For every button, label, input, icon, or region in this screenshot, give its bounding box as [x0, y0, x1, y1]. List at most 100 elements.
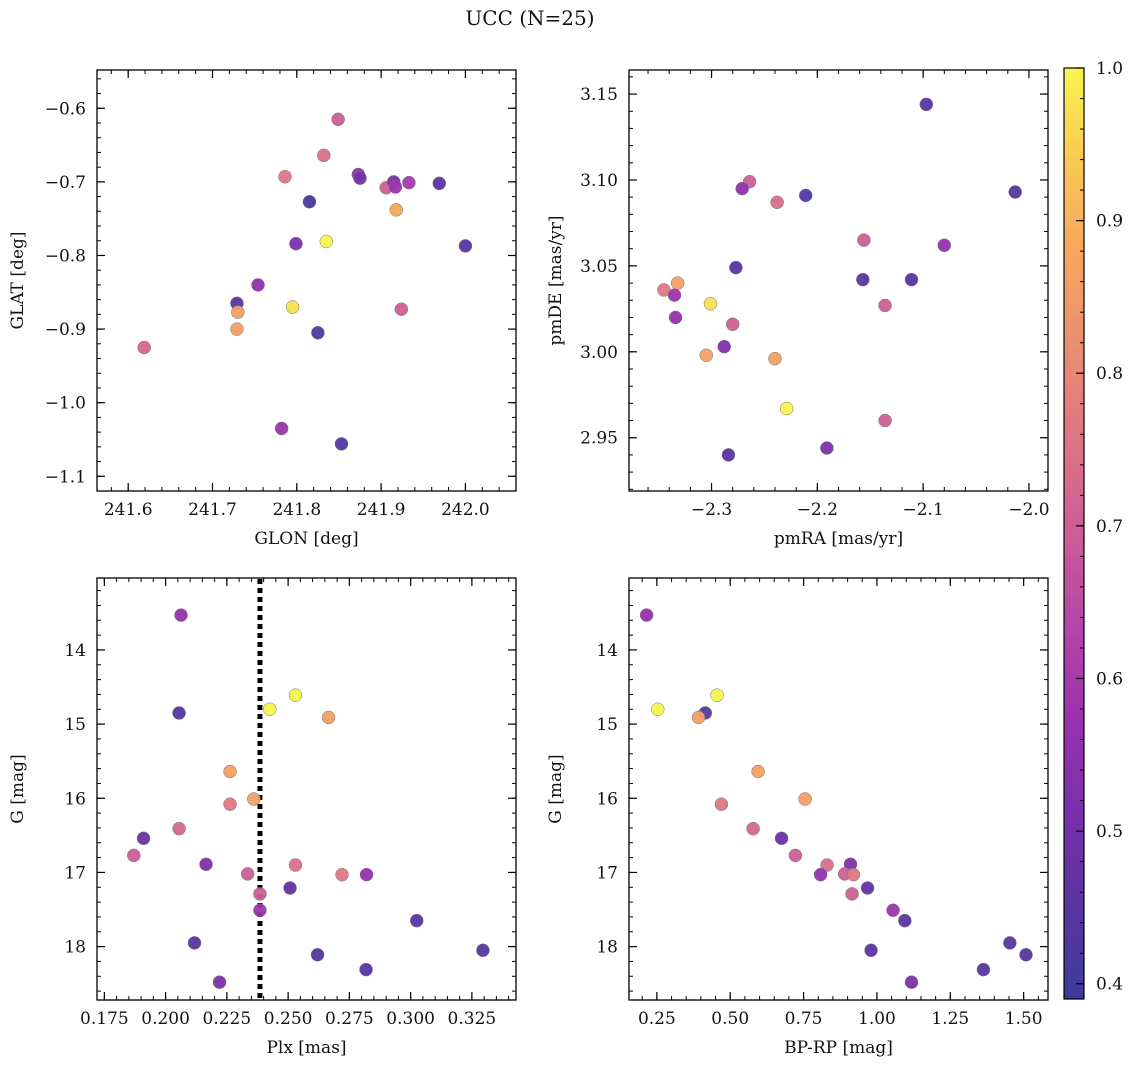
scatter-point	[262, 702, 277, 717]
colorbar-tick-label: 0.5	[1096, 822, 1123, 842]
y-tick-label: −1.0	[45, 394, 86, 414]
scatter-point	[187, 936, 202, 950]
y-tick-label: 14	[596, 641, 618, 661]
scatter-point	[240, 867, 255, 881]
cmd-panel: 0.25 0.50 0.75 1.00 1.25 1.50 14 15 16 17 18 BP-RP …	[546, 577, 1049, 1058]
scatter-point	[820, 441, 834, 455]
colorbar-tick-label: 1.0	[1096, 59, 1123, 79]
scatter-point	[976, 962, 991, 977]
colorbar-tick-label: 0.6	[1096, 669, 1123, 689]
x-tick-label: 0.200	[141, 1009, 190, 1029]
scatter-point	[476, 943, 490, 958]
x-tick-label: −2.0	[1008, 500, 1049, 520]
x-axis-label: BP-RP [mag]	[784, 1038, 893, 1058]
colorbar-tick-label: 0.7	[1096, 517, 1123, 537]
figure-title: UCC (N=25)	[465, 6, 595, 30]
scatter-point	[335, 867, 349, 882]
y-tick-label: −0.7	[45, 173, 86, 193]
y-tick-label: 3.05	[580, 257, 618, 277]
scatter-point	[410, 913, 424, 928]
scatter-point	[278, 169, 292, 184]
y-tick-label: −0.6	[45, 99, 86, 119]
y-tick-label: 17	[64, 863, 86, 883]
plx-g-panel: 0.175 0.200 0.225 0.250 0.275 0.300 0.325 14 15 1…	[8, 577, 517, 1058]
scatter-point	[691, 710, 706, 725]
scatter-point	[845, 887, 859, 901]
scatter-point	[746, 821, 760, 836]
y-tick-label: −0.9	[45, 320, 86, 340]
y-tick-label: 18	[64, 938, 86, 958]
scatter-point	[798, 188, 813, 203]
x-tick-label: 0.50	[711, 1009, 749, 1029]
y-axis-label: GLAT [deg]	[8, 231, 28, 329]
scatter-point	[774, 831, 789, 846]
scatter-point	[721, 448, 736, 462]
scatter-point	[172, 821, 186, 836]
axes-frame	[628, 577, 1049, 1001]
x-tick-label: 1.50	[1005, 1009, 1043, 1029]
x-tick-label: 0.25	[638, 1009, 676, 1029]
colorbar: 0.4 0.5 0.6 0.7 0.8 0.9 1.0	[1063, 59, 1123, 1000]
scatter-point	[1003, 936, 1017, 950]
scatter-point	[860, 881, 875, 895]
scatter-point	[651, 702, 665, 717]
x-axis-label: Plx [mas]	[266, 1038, 346, 1058]
x-tick-label: 241.8	[272, 500, 321, 520]
scatter-point	[788, 848, 803, 863]
scatter-point	[725, 317, 740, 332]
scatter-point	[253, 887, 267, 901]
scatter-point	[137, 340, 151, 355]
scatter-point	[820, 858, 834, 872]
y-tick-label: 16	[64, 789, 86, 809]
x-tick-label: 0.250	[264, 1009, 313, 1029]
axes-frame	[628, 69, 1049, 492]
scatter-point	[317, 148, 331, 163]
y-tick-label: −0.8	[45, 246, 86, 266]
scatter-point	[285, 300, 300, 314]
scatter-point	[230, 322, 244, 336]
scatter-point	[331, 112, 345, 127]
x-tick-label: −2.2	[797, 500, 838, 520]
colorbar-tick-label: 0.8	[1096, 364, 1123, 384]
scatter-point	[289, 236, 303, 251]
scatter-point	[274, 421, 289, 436]
scatter-point	[231, 305, 245, 319]
scatter-point	[310, 948, 325, 962]
scatter-point	[389, 203, 404, 217]
scatter-point	[770, 195, 784, 210]
scatter-point	[321, 710, 336, 725]
y-tick-label: 15	[596, 715, 618, 735]
x-tick-label: 241.6	[104, 500, 153, 520]
scatter-point	[172, 706, 186, 720]
scatter-point	[283, 881, 297, 895]
y-axis-label: G [mag]	[546, 754, 566, 823]
x-tick-label: 0.275	[325, 1009, 374, 1029]
scatter-point	[904, 975, 919, 989]
scatter-point	[458, 239, 473, 253]
scatter-point	[710, 688, 724, 702]
scatter-point	[199, 857, 213, 872]
y-tick-label: 15	[64, 715, 86, 735]
scatter-point	[703, 296, 718, 311]
scatter-point	[670, 276, 685, 290]
scatter-point	[768, 351, 782, 366]
x-tick-label: 0.175	[80, 1009, 129, 1029]
scatter-point	[359, 867, 374, 882]
scatter-point	[319, 234, 334, 249]
y-axis-label: G [mag]	[8, 754, 28, 823]
scatter-point	[1008, 185, 1022, 199]
scatter-point	[334, 437, 349, 451]
x-tick-label: 0.225	[203, 1009, 252, 1029]
x-tick-label: 1.00	[858, 1009, 896, 1029]
scatter-point	[353, 171, 367, 185]
y-tick-label: 16	[596, 789, 618, 809]
scatter-point	[174, 608, 188, 622]
x-axis-label: GLON [deg]	[254, 529, 358, 549]
axes-frame	[96, 577, 517, 1001]
colorbar-tick-label: 0.4	[1096, 975, 1123, 995]
scatter-point	[212, 975, 227, 989]
scatter-point	[729, 260, 743, 275]
x-tick-label: 0.325	[448, 1009, 497, 1029]
scatter-point	[136, 831, 151, 846]
